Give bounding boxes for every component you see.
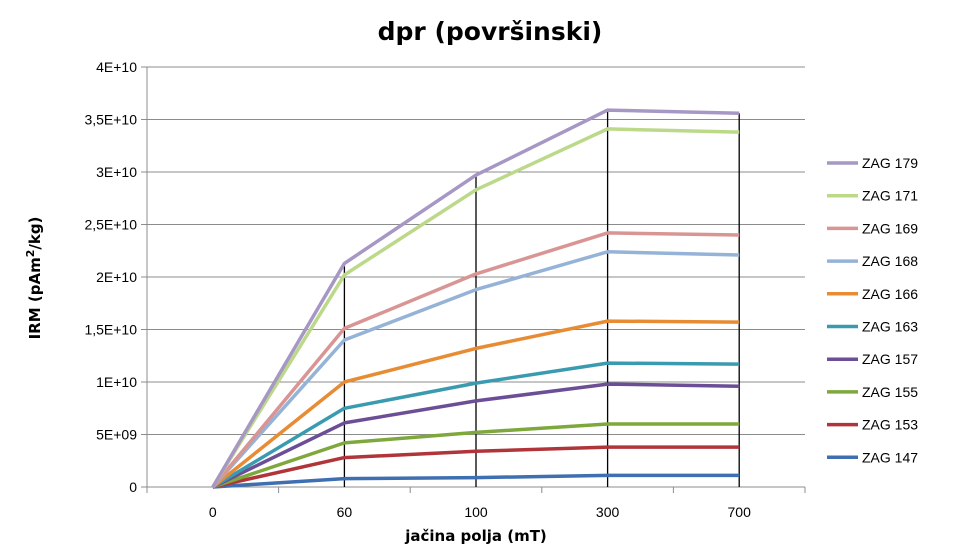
series-line	[212, 382, 740, 489]
series-line	[212, 445, 740, 489]
legend-label: ZAG 157	[862, 351, 918, 367]
y-tick-label: 2E+10	[96, 269, 137, 285]
legend: ZAG 179 ZAG 171 ZAG 169 ZAG 168 ZAG 166 ZAG 1…	[827, 155, 918, 465]
series-line	[212, 473, 740, 489]
series-line	[212, 422, 740, 489]
y-axis-label: IRM (pAm2/kg)	[24, 217, 44, 340]
y-tick-label: 2,5E+10	[84, 217, 137, 233]
y-axis-label-unit: /kg)	[26, 217, 44, 250]
series-line	[211, 319, 740, 489]
legend-label: ZAG 168	[862, 253, 918, 269]
legend-label: ZAG 163	[862, 319, 918, 335]
legend-label: ZAG 147	[862, 449, 918, 465]
y-tick-label: 1E+10	[96, 374, 137, 390]
series-line	[211, 250, 740, 489]
x-axis-ticks: 0 60 100 300 700	[146, 487, 806, 520]
legend-label: ZAG 169	[862, 220, 918, 236]
legend-label: ZAG 155	[862, 384, 918, 400]
y-tick-label: 5E+09	[96, 427, 137, 443]
y-axis-ticks: 0 5E+09 1E+10 1,5E+10 2E+10 2,5E+10 3E+10 3,5E+…	[84, 59, 147, 495]
y-tick-label: 4E+10	[96, 59, 137, 75]
x-tick-label: 60	[337, 504, 353, 520]
x-tick-label: 100	[464, 504, 488, 520]
y-tick-label: 0	[129, 479, 137, 495]
y-axis-label-superscript: 2	[24, 250, 37, 258]
x-axis-label: jačina polja (mT)	[404, 527, 547, 545]
y-tick-label: 3,5E+10	[84, 112, 137, 128]
legend-label: ZAG 166	[862, 286, 918, 302]
series-line	[211, 231, 740, 489]
x-tick-label: 300	[596, 504, 620, 520]
legend-label: ZAG 179	[862, 155, 918, 171]
y-tick-label: 1,5E+10	[84, 322, 137, 338]
series-lines	[211, 108, 740, 489]
legend-label: ZAG 171	[862, 188, 918, 204]
y-tick-label: 3E+10	[96, 164, 137, 180]
drop-lines	[343, 110, 740, 487]
chart-title: dpr (površinski)	[378, 17, 603, 46]
series-line	[211, 361, 740, 489]
series-line	[211, 127, 740, 488]
y-axis-label-main: IRM (pAm	[26, 257, 44, 339]
legend-label: ZAG 153	[862, 417, 918, 433]
x-tick-label: 700	[728, 504, 752, 520]
series-line	[211, 108, 740, 488]
x-tick-label: 0	[209, 504, 217, 520]
